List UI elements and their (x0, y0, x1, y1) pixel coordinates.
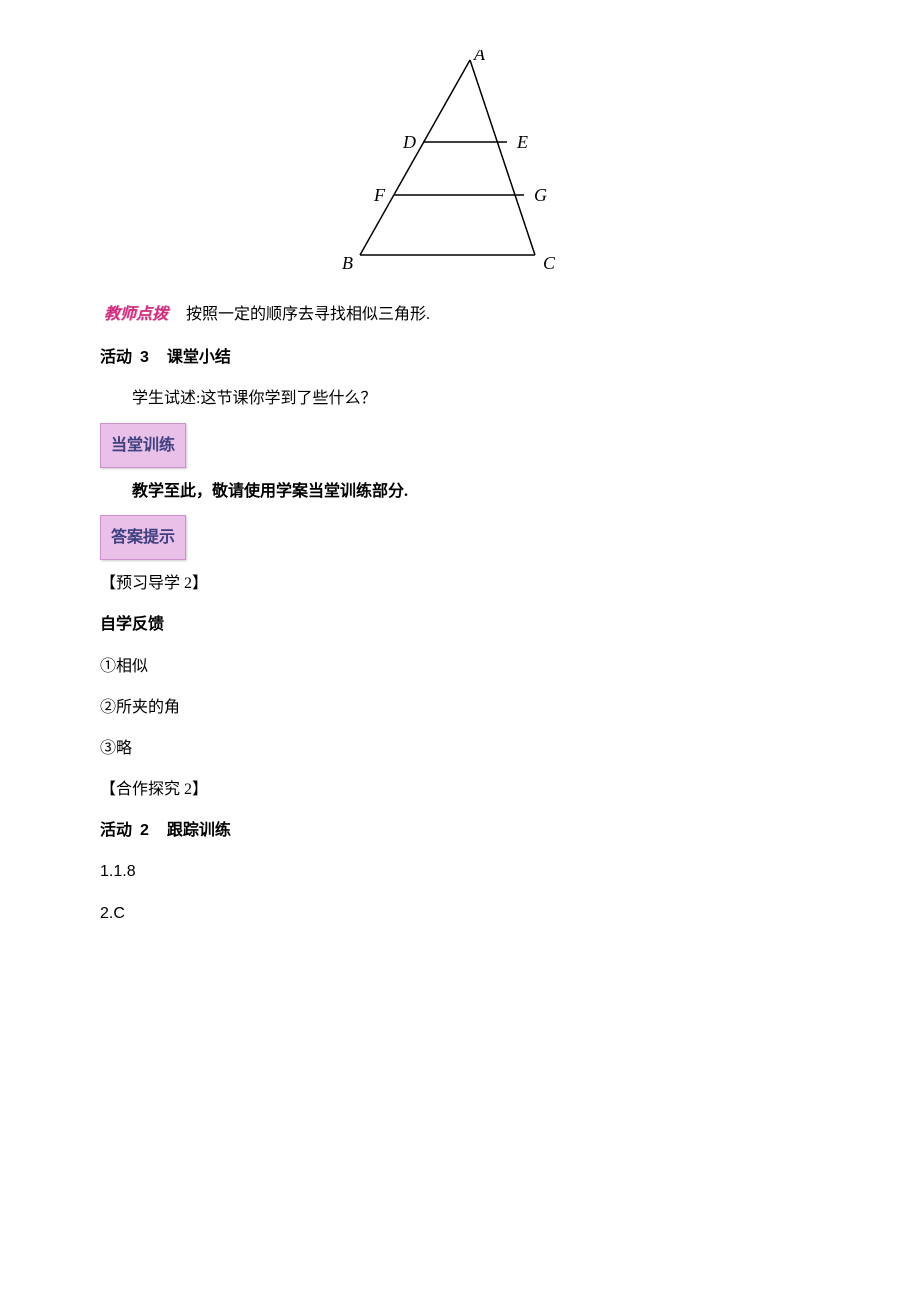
teacher-badge: 教师点拨 (100, 295, 172, 334)
activity2-prefix: 活动 (100, 822, 132, 839)
activity3-suffix: 课堂小结 (167, 349, 231, 366)
teacher-note-line: 教师点拨 按照一定的顺序去寻找相似三角形. (100, 295, 820, 334)
feedback-heading: 自学反馈 (100, 607, 820, 642)
feedback-item: ③略 (100, 731, 820, 766)
svg-text:D: D (402, 132, 416, 152)
triangle-figure: A B C D E F G (100, 50, 820, 280)
answer-item: 2.C (100, 896, 820, 931)
feedback-item: ①相似 (100, 649, 820, 684)
svg-text:F: F (373, 185, 386, 205)
training-text: 教学至此，敬请使用学案当堂训练部分. (100, 474, 820, 509)
training-badge-line: 当堂训练 (100, 423, 820, 468)
activity2-suffix: 跟踪训练 (167, 822, 231, 839)
training-badge: 当堂训练 (100, 423, 186, 468)
answer-badge: 答案提示 (100, 515, 186, 560)
svg-text:A: A (473, 50, 486, 64)
activity2-num: 2 (140, 822, 149, 839)
activity3-heading: 活动 3 课堂小结 (100, 340, 820, 375)
preview-heading: 【预习导学 2】 (100, 566, 820, 601)
answer-item: 1.1.8 (100, 854, 820, 889)
svg-text:B: B (342, 253, 353, 273)
svg-text:G: G (534, 185, 547, 205)
activity2-heading: 活动 2 跟踪训练 (100, 813, 820, 848)
activity3-num: 3 (140, 349, 149, 366)
activity3-text: 学生试述:这节课你学到了些什么？ (100, 381, 820, 416)
svg-text:C: C (543, 253, 556, 273)
coop-heading: 【合作探究 2】 (100, 772, 820, 807)
activity3-prefix: 活动 (100, 349, 132, 366)
answer-badge-line: 答案提示 (100, 515, 820, 560)
triangle-svg: A B C D E F G (340, 50, 580, 280)
svg-text:E: E (516, 132, 528, 152)
teacher-text: 按照一定的顺序去寻找相似三角形. (186, 306, 430, 323)
feedback-item: ②所夹的角 (100, 690, 820, 725)
